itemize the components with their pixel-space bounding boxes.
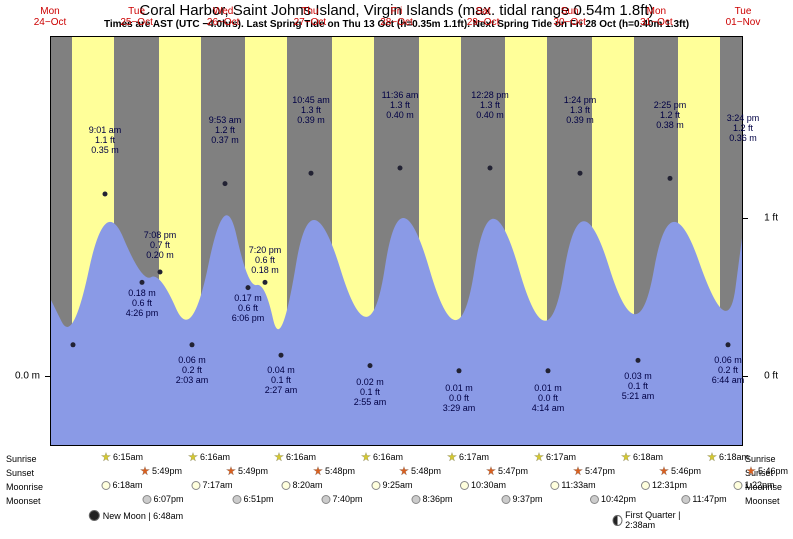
astro-label: Sunrise <box>743 454 793 464</box>
y-axis-label-right: 1 ft <box>764 213 778 224</box>
astro-time: 11:47pm <box>681 494 726 504</box>
date-label: Fri28−Oct <box>372 6 422 28</box>
tide-annotation: 9:01 am1.1 ft0.35 m <box>75 126 135 156</box>
astro-time: 6:16am <box>274 452 316 462</box>
astro-time: 6:18am <box>621 452 663 462</box>
tide-annotation: 1:24 pm1.3 ft0.39 m <box>550 96 610 126</box>
tide-annotation: 9:53 am1.2 ft0.37 m <box>195 116 255 146</box>
tide-annotation: 7:08 pm0.7 ft0.20 m <box>130 231 190 261</box>
tide-annotation: 0.02 m0.1 ft2:55 am <box>340 378 400 408</box>
tide-annotation: 0.03 m0.1 ft5:21 am <box>608 372 668 402</box>
moon-phase: First Quarter | 2:38am <box>613 510 700 530</box>
astro-time: 9:37pm <box>501 494 542 504</box>
tide-annotation: 10:45 am1.3 ft0.39 m <box>281 96 341 126</box>
tide-annotation: 0.06 m0.2 ft2:03 am <box>162 356 222 386</box>
astro-time: 7:17am <box>191 480 232 490</box>
astro-time: 6:18am <box>101 480 142 490</box>
astro-label: Moonset <box>743 496 793 506</box>
date-label: Mon24−Oct <box>25 6 75 28</box>
tide-annotation: 2:25 pm1.2 ft0.38 m <box>640 101 700 131</box>
astro-time: 6:07pm <box>142 494 183 504</box>
date-label: Sun30−Oct <box>545 6 595 28</box>
tide-annotation: 0.18 m0.6 ft4:26 pm <box>112 289 172 319</box>
astro-time: 12:31pm <box>641 480 687 490</box>
y-axis-label-right: 0 ft <box>764 371 778 382</box>
plot-area: Mon24−OctTue25−OctWed26−OctThu27−OctFri2… <box>50 36 743 446</box>
astro-time: 6:15am <box>101 452 143 462</box>
moon-phase: New Moon | 6:48am <box>89 510 183 521</box>
y-axis-label-left: 0.0 m <box>15 371 40 382</box>
date-label: Tue01−Nov <box>718 6 768 28</box>
astro-time: 5:47pm <box>486 466 528 476</box>
date-label: Sat29−Oct <box>458 6 508 28</box>
astro-time: 8:20am <box>281 480 322 490</box>
astro-time: 11:33am <box>550 480 595 490</box>
tide-annotation: 0.04 m0.1 ft2:27 am <box>251 366 311 396</box>
astro-time: 5:48pm <box>399 466 441 476</box>
astro-time: 5:49pm <box>226 466 268 476</box>
astro-row-sunset: Sunset 5:49pm 5:49pm 5:48pm 5:48pm 5:47pm 5:47… <box>0 466 793 480</box>
date-label: Thu27−Oct <box>285 6 335 28</box>
astro-time: 10:42pm <box>590 494 636 504</box>
astro-time: 6:16am <box>188 452 230 462</box>
astro-row-sunrise: Sunrise 6:15am 6:16am 6:16am 6:16am 6:17am 6:1… <box>0 452 793 466</box>
astro-time: 9:25am <box>371 480 412 490</box>
astro-time: 6:51pm <box>232 494 273 504</box>
astro-time: 5:46pm <box>659 466 701 476</box>
tide-chart: Coral Harbor, Saint Johns Island, Virgin… <box>0 0 793 539</box>
astro-row-moonset: Moonset 6:07pm 6:51pm 7:40pm 8:36pm 9:37pm 10:… <box>0 494 793 508</box>
tide-annotation: 11:36 am1.3 ft0.40 m <box>370 91 430 121</box>
date-label: Wed26−Oct <box>198 6 248 28</box>
sun-moon-section: Sunrise 6:15am 6:16am 6:16am 6:16am 6:17am 6:1… <box>0 452 793 508</box>
tide-annotation: 0.01 m0.0 ft3:29 am <box>429 384 489 414</box>
tide-annotation: 0.17 m0.6 ft6:06 pm <box>218 294 278 324</box>
astro-time: 5:46pm <box>746 466 788 476</box>
tide-annotation: 3:24 pm1.2 ft0.36 m <box>713 114 773 144</box>
astro-time: 6:18am <box>707 452 749 462</box>
astro-time: 5:49pm <box>140 466 182 476</box>
astro-time: 10:30am <box>460 480 506 490</box>
astro-time: 8:36pm <box>411 494 452 504</box>
astro-time: 6:17am <box>447 452 489 462</box>
astro-time: 1:22pm <box>733 480 774 490</box>
astro-time: 6:16am <box>361 452 403 462</box>
tide-annotation: 0.01 m0.0 ft4:14 am <box>518 384 578 414</box>
astro-label: Moonrise <box>0 482 50 492</box>
tide-annotation: 0.06 m0.2 ft6:44 am <box>698 356 758 386</box>
astro-label: Moonset <box>0 496 50 506</box>
astro-time: 5:48pm <box>313 466 355 476</box>
astro-time: 7:40pm <box>321 494 362 504</box>
moon-phase-row: New Moon | 6:48am First Quarter | 2:38am <box>50 510 743 528</box>
date-label: Tue25−Oct <box>112 6 162 28</box>
astro-row-moonrise: Moonrise 6:18am 7:17am 8:20am 9:25am 10:30am 1… <box>0 480 793 494</box>
astro-time: 5:47pm <box>573 466 615 476</box>
astro-label: Sunset <box>0 468 50 478</box>
tide-annotation: 12:28 pm1.3 ft0.40 m <box>460 91 520 121</box>
date-label: Mon31−Oct <box>631 6 681 28</box>
tide-annotation: 7:20 pm0.6 ft0.18 m <box>235 246 295 276</box>
astro-time: 6:17am <box>534 452 576 462</box>
astro-label: Sunrise <box>0 454 50 464</box>
